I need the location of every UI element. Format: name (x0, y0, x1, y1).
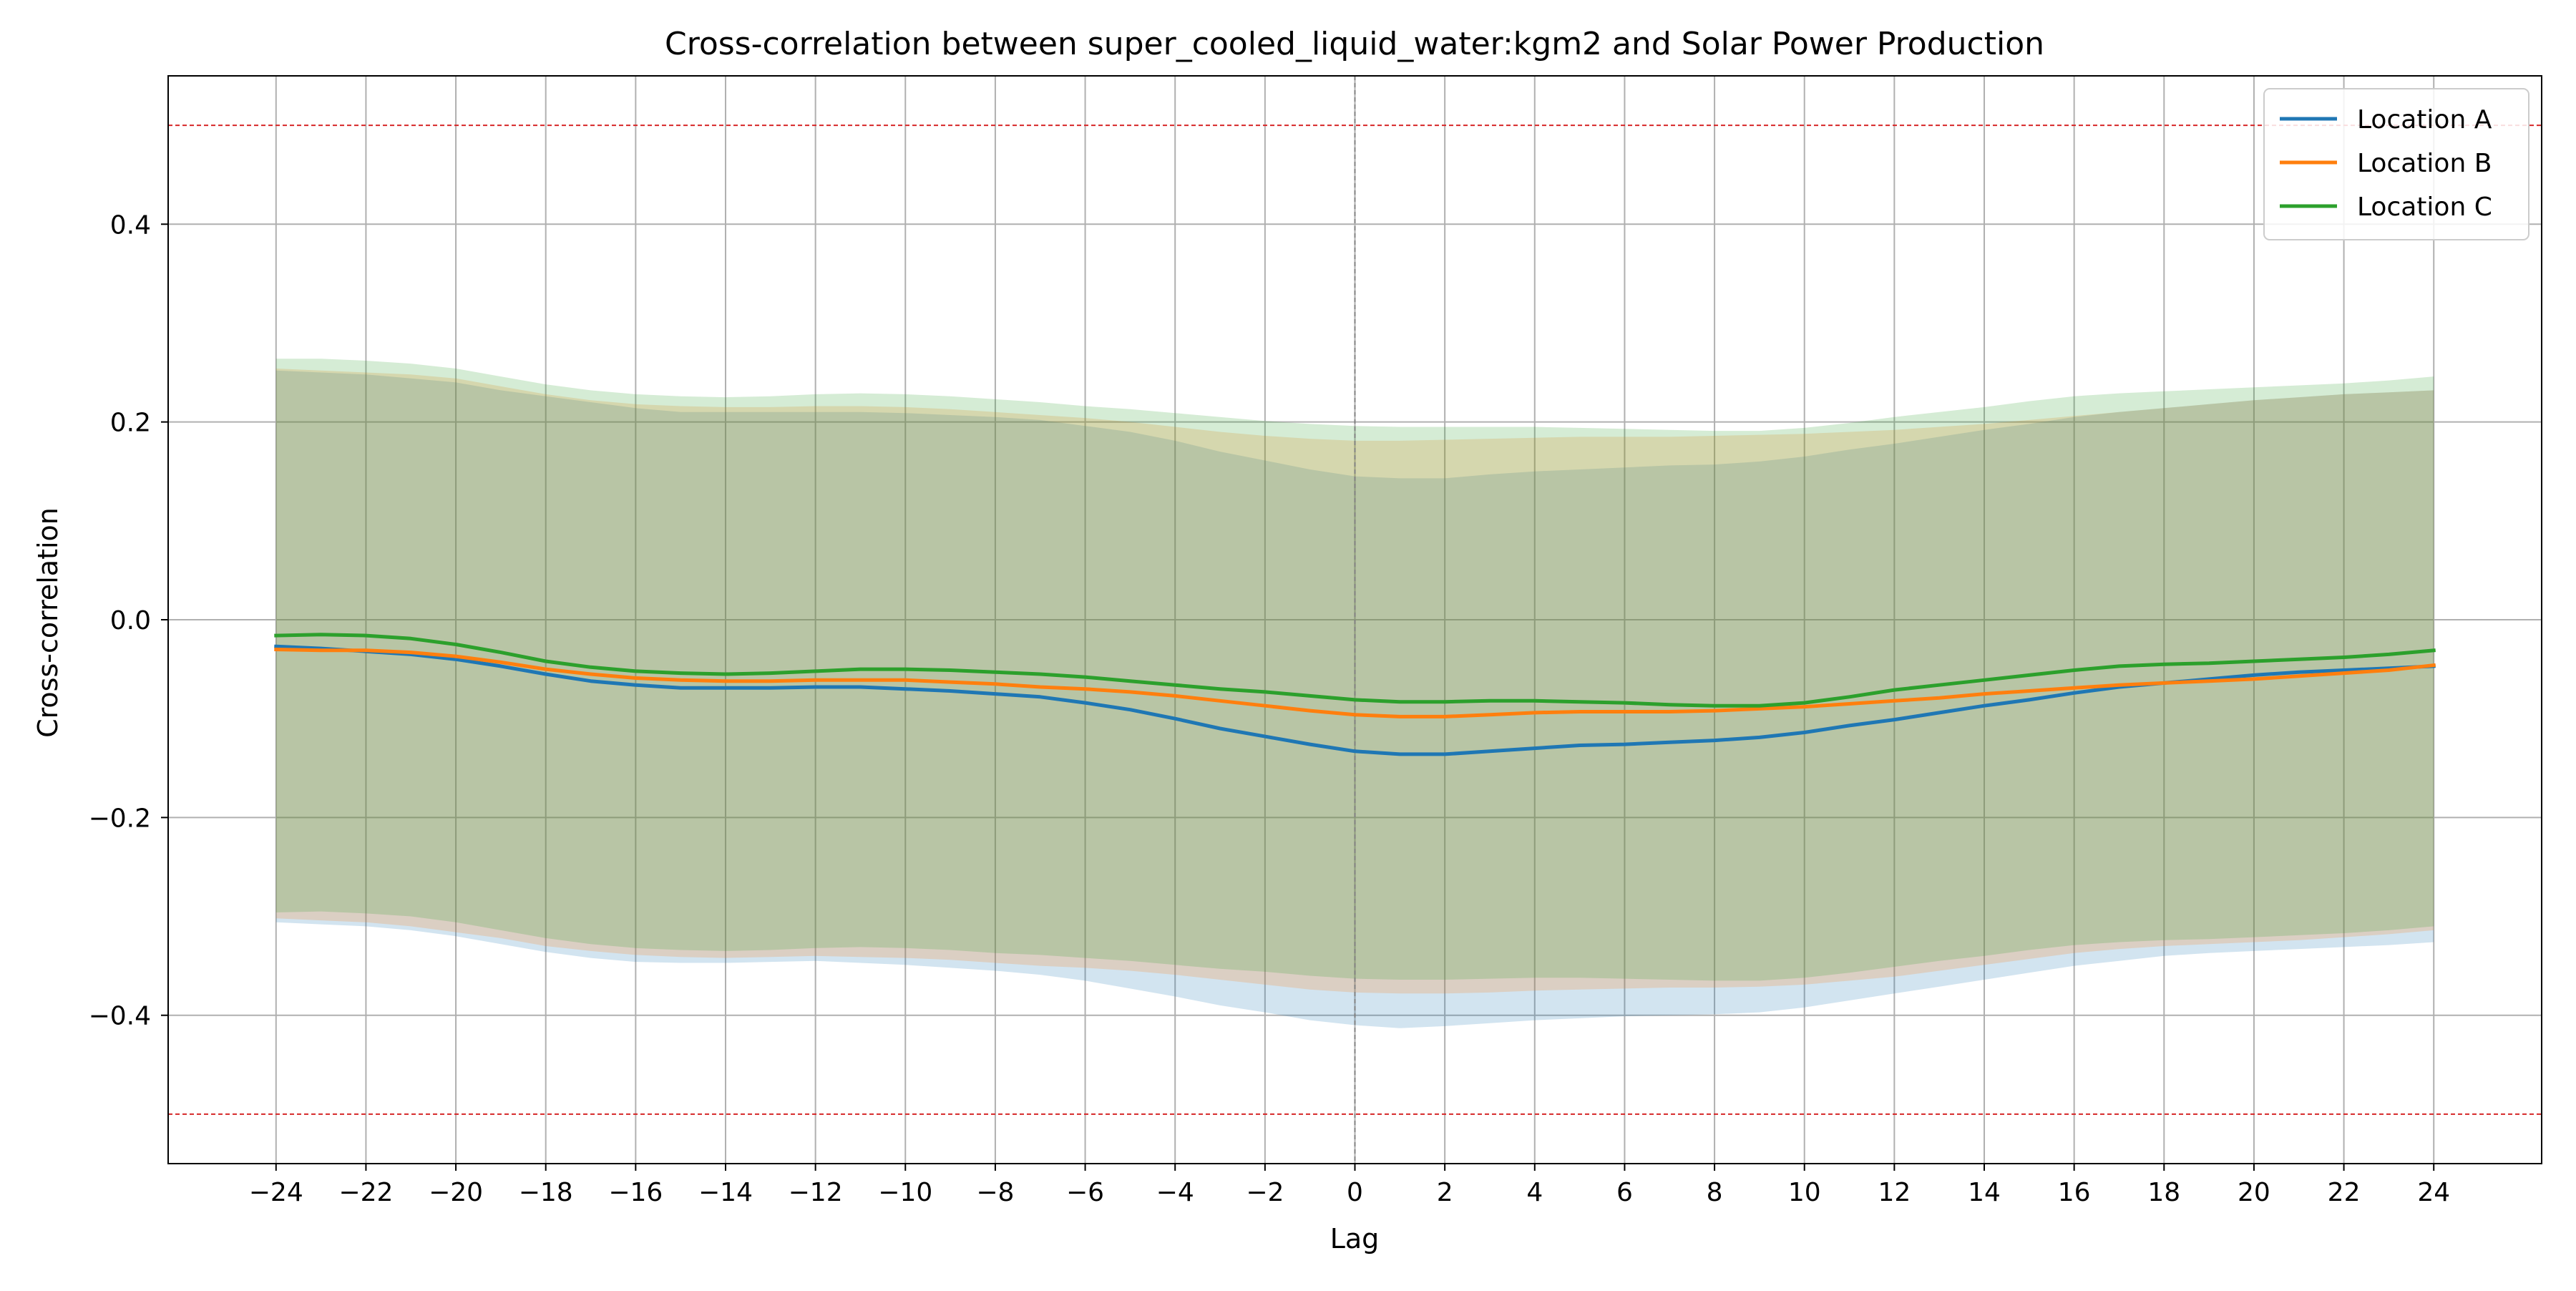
x-tick-label: −4 (1156, 1178, 1194, 1207)
x-tick-label: −24 (249, 1178, 303, 1207)
legend: Location A Location B Location C (2263, 88, 2529, 240)
x-tick-label: 22 (2328, 1178, 2361, 1207)
y-axis-label: Cross-correlation (32, 507, 64, 738)
series-line-1 (274, 644, 2436, 756)
x-tick-label: −16 (608, 1178, 663, 1207)
y-tick-label: 0.4 (110, 210, 151, 240)
x-tick-label: 0 (1347, 1178, 1363, 1207)
x-axis-ticks: −24 −22 −20 −18 −16 −14 −12 −10 −8 −6 −4 −2 0 2 4 6 8 10 1… (249, 1164, 2450, 1207)
x-tick-label: 14 (1968, 1178, 2001, 1207)
x-tick-label: 2 (1437, 1178, 1453, 1207)
y-tick-label: −0.4 (89, 1002, 151, 1031)
x-tick-label: −20 (429, 1178, 483, 1207)
x-tick-label: 12 (1878, 1178, 1911, 1207)
confidence-band-series-3 (275, 359, 2434, 981)
x-tick-label: −8 (976, 1178, 1014, 1207)
legend-label-1: Location A (2357, 105, 2492, 135)
legend-label-2: Location B (2357, 149, 2492, 178)
x-tick-label: 18 (2147, 1178, 2180, 1207)
x-tick-label: −2 (1246, 1178, 1284, 1207)
x-tick-label: −6 (1066, 1178, 1104, 1207)
series-line-3 (274, 633, 2436, 708)
x-tick-label: −12 (789, 1178, 843, 1207)
x-tick-label: 20 (2238, 1178, 2270, 1207)
chart-title: Cross-correlation between super_cooled_l… (665, 26, 2044, 62)
series-lines (274, 633, 2436, 756)
x-tick-label: 16 (2058, 1178, 2091, 1207)
y-tick-label: 0.2 (110, 409, 151, 438)
y-tick-label: 0.0 (110, 606, 151, 635)
x-tick-label: −14 (698, 1178, 753, 1207)
reference-lines (168, 76, 2542, 1164)
legend-label-3: Location C (2357, 193, 2492, 222)
x-tick-label: 8 (1707, 1178, 1723, 1207)
x-tick-label: 24 (2417, 1178, 2450, 1207)
x-axis-label: Lag (1330, 1223, 1380, 1255)
x-tick-label: 6 (1616, 1178, 1633, 1207)
legend-box (2263, 88, 2529, 240)
y-tick-label: −0.2 (89, 804, 151, 833)
y-axis-ticks: −0.4 −0.2 0.0 0.2 0.4 (89, 210, 168, 1031)
series-line-2 (274, 647, 2436, 718)
x-tick-label: −18 (519, 1178, 573, 1207)
x-tick-label: −22 (338, 1178, 393, 1207)
x-tick-label: −10 (878, 1178, 932, 1207)
x-tick-label: 4 (1526, 1178, 1543, 1207)
x-tick-label: 10 (1788, 1178, 1821, 1207)
